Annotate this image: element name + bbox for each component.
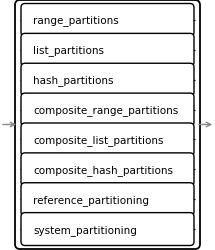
Text: hash_partitions: hash_partitions bbox=[33, 75, 114, 86]
Text: composite_list_partitions: composite_list_partitions bbox=[33, 134, 163, 145]
Text: composite_range_partitions: composite_range_partitions bbox=[33, 105, 178, 116]
FancyBboxPatch shape bbox=[15, 1, 200, 249]
FancyBboxPatch shape bbox=[21, 124, 194, 156]
Text: system_partitioning: system_partitioning bbox=[33, 224, 137, 234]
Text: range_partitions: range_partitions bbox=[33, 16, 119, 26]
FancyBboxPatch shape bbox=[21, 34, 194, 67]
FancyBboxPatch shape bbox=[21, 183, 194, 216]
Text: reference_partitioning: reference_partitioning bbox=[33, 194, 149, 205]
FancyBboxPatch shape bbox=[21, 64, 194, 97]
FancyBboxPatch shape bbox=[21, 94, 194, 126]
FancyBboxPatch shape bbox=[21, 213, 194, 246]
Text: composite_hash_partitions: composite_hash_partitions bbox=[33, 164, 173, 175]
FancyBboxPatch shape bbox=[21, 4, 194, 37]
FancyBboxPatch shape bbox=[21, 153, 194, 186]
Text: list_partitions: list_partitions bbox=[33, 45, 104, 56]
